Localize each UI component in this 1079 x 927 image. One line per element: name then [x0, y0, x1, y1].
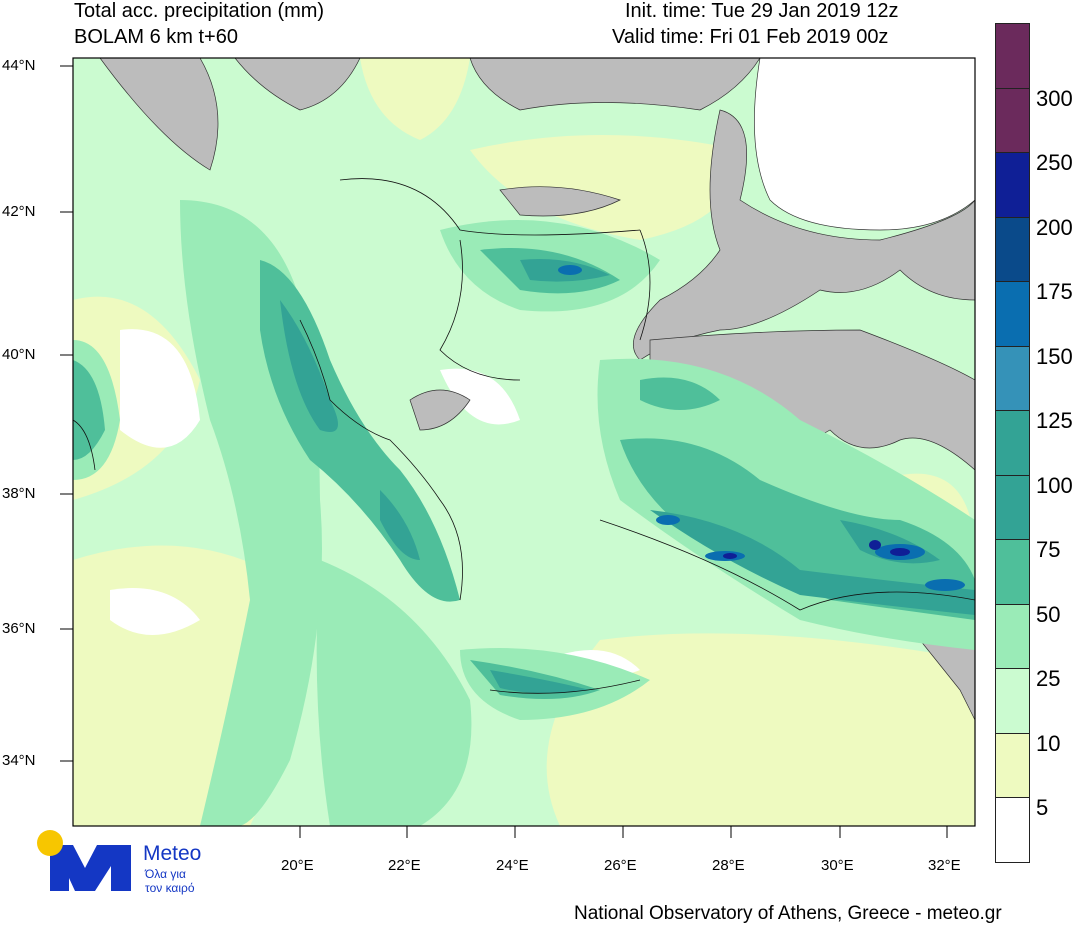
colorbar-label: 100: [1036, 472, 1073, 498]
colorbar-label: 25: [1036, 666, 1061, 691]
lat-tick-label: 38°N: [2, 485, 36, 502]
lat-tick-label: 44°N: [2, 57, 36, 74]
colorbar-box: [995, 23, 1030, 89]
colorbar-label: 10: [1036, 730, 1061, 756]
black-sea: [754, 58, 975, 231]
colorbar-box: [995, 539, 1030, 605]
land-mask: [99, 58, 975, 721]
colorbar-box: [995, 797, 1030, 863]
logo-tagline: Όλα για: [145, 867, 186, 881]
lat-tick-label: 34°N: [2, 752, 36, 769]
meteo-logo-mark: [37, 830, 131, 891]
chart-title: Total acc. precipitation (mm): [74, 0, 325, 22]
lat-tick-label: 40°N: [2, 346, 36, 363]
lon-tick-label: 20°E: [281, 857, 314, 874]
colorbar-box: [995, 216, 1030, 282]
logo-name: Meteo: [143, 842, 202, 865]
colorbar-label: 200: [1036, 214, 1073, 240]
colorbar-box: [995, 474, 1030, 540]
lon-tick-label: 24°E: [496, 857, 529, 874]
colorbar-label: 150: [1036, 343, 1073, 369]
field-250-regions: [723, 540, 910, 559]
colorbar-label: 175: [1036, 279, 1073, 304]
colorbar-label: 300: [1036, 85, 1073, 111]
lat-tick-label: 42°N: [2, 203, 36, 220]
footer-credit: National Observatory of Athens, Greece -…: [574, 903, 1002, 924]
lon-tick-label: 22°E: [388, 857, 421, 874]
lon-tick-label: 28°E: [712, 857, 745, 874]
colorbar-box: [995, 668, 1030, 734]
colorbar-label: 50: [1036, 601, 1061, 627]
colorbar-box: [995, 603, 1030, 669]
colorbar-label: 5: [1036, 795, 1049, 820]
colorbar-box: [995, 732, 1030, 798]
colorbar-label: 75: [1036, 537, 1061, 562]
lon-tick-label: 32°E: [928, 857, 961, 874]
colorbar-box: [995, 87, 1030, 153]
colorbar-box: [995, 410, 1030, 476]
colorbar-label: 250: [1036, 150, 1073, 175]
valid-time: Valid time: Fri 01 Feb 2019 00z: [612, 26, 889, 48]
lat-tick-label: 36°N: [2, 620, 36, 637]
map-frame: [72, 57, 976, 827]
lon-tick-label: 30°E: [821, 857, 854, 874]
coastlines-borders: [73, 178, 975, 694]
chart-subtitle: BOLAM 6 km t+60: [74, 26, 238, 48]
axis-ticks: [60, 65, 948, 838]
colorbar-box: [995, 345, 1030, 411]
init-time: Init. time: Tue 29 Jan 2019 12z: [625, 0, 899, 22]
colorbar-box: [995, 152, 1030, 218]
colorbar-box: [995, 281, 1030, 347]
lon-tick-label: 26°E: [604, 857, 637, 874]
colorbar-label: 125: [1036, 408, 1073, 433]
logo-tagline: τον καιρό: [145, 881, 195, 895]
